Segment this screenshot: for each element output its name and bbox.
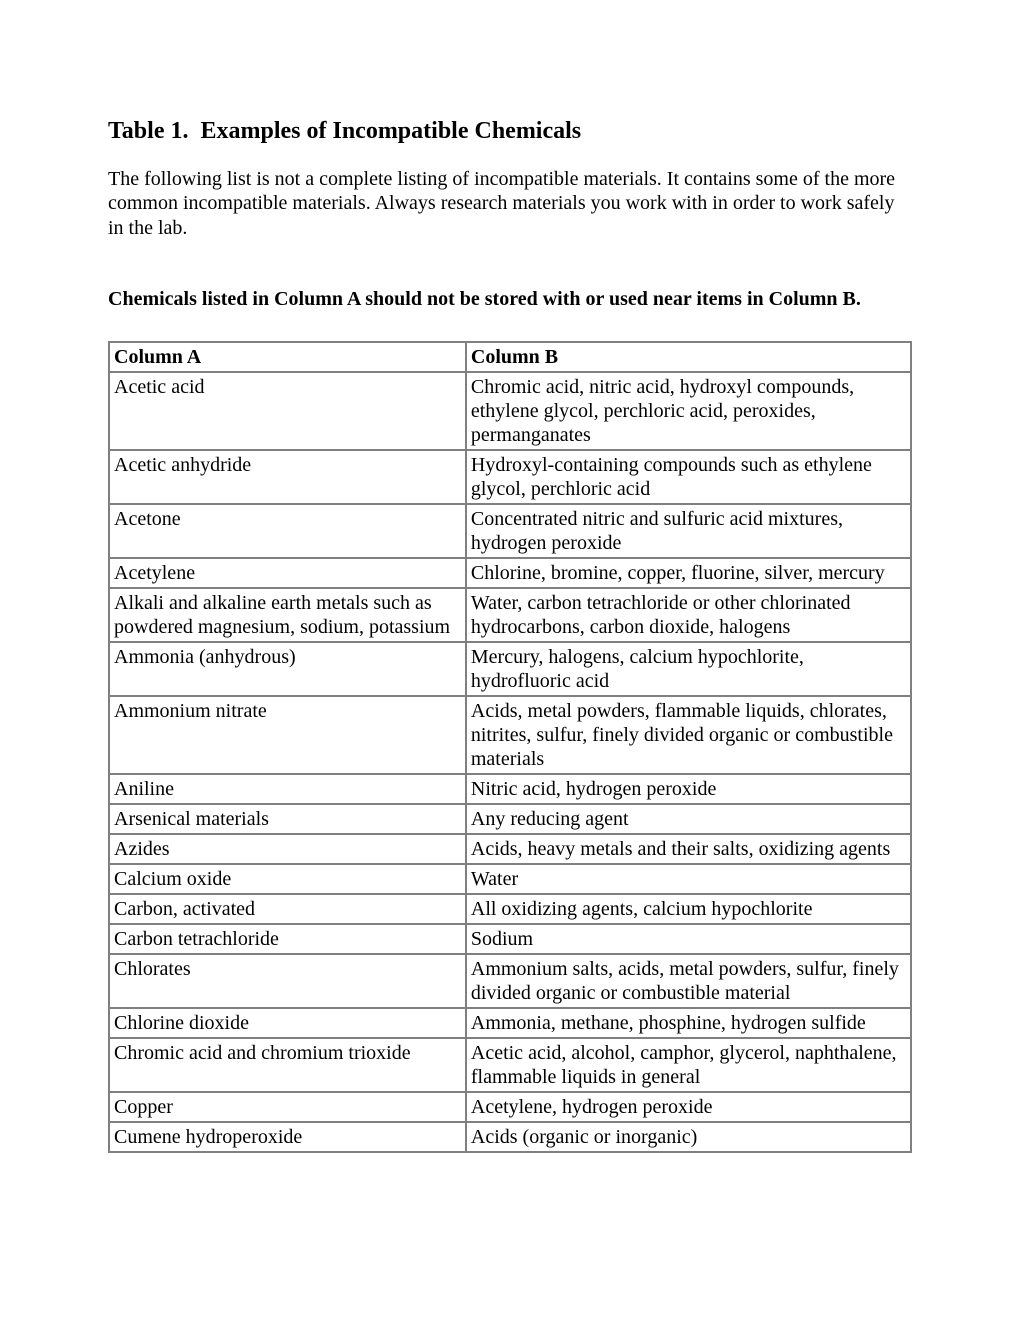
column-b-cell: Water, carbon tetrachloride or other chl… (466, 588, 911, 642)
column-b-cell: Any reducing agent (466, 804, 911, 834)
column-a-cell: Cumene hydroperoxide (109, 1122, 466, 1152)
table-row: Ammonia (anhydrous)Mercury, halogens, ca… (109, 642, 911, 696)
column-b-cell: Acids (organic or inorganic) (466, 1122, 911, 1152)
column-b-cell: Ammonia, methane, phosphine, hydrogen su… (466, 1008, 911, 1038)
table-row: AzidesAcids, heavy metals and their salt… (109, 834, 911, 864)
column-a-cell: Acetic anhydride (109, 450, 466, 504)
column-b-cell: Nitric acid, hydrogen peroxide (466, 774, 911, 804)
column-a-cell: Chlorine dioxide (109, 1008, 466, 1038)
column-b-cell: Water (466, 864, 911, 894)
table-row: Arsenical materialsAny reducing agent (109, 804, 911, 834)
column-b-cell: Chlorine, bromine, copper, fluorine, sil… (466, 558, 911, 588)
table-row: Chromic acid and chromium trioxideAcetic… (109, 1038, 911, 1092)
column-b-cell: Acetylene, hydrogen peroxide (466, 1092, 911, 1122)
table-row: Carbon, activatedAll oxidizing agents, c… (109, 894, 911, 924)
column-a-cell: Carbon tetrachloride (109, 924, 466, 954)
column-b-header: Column B (466, 342, 911, 372)
column-b-cell: All oxidizing agents, calcium hypochlori… (466, 894, 911, 924)
column-b-cell: Hydroxyl-containing compounds such as et… (466, 450, 911, 504)
table-row: Calcium oxideWater (109, 864, 911, 894)
table-header-row: Column A Column B (109, 342, 911, 372)
column-a-cell: Chromic acid and chromium trioxide (109, 1038, 466, 1092)
table-row: Carbon tetrachlorideSodium (109, 924, 911, 954)
column-a-cell: Azides (109, 834, 466, 864)
table-row: Cumene hydroperoxideAcids (organic or in… (109, 1122, 911, 1152)
table-row: AcetoneConcentrated nitric and sulfuric … (109, 504, 911, 558)
column-a-cell: Calcium oxide (109, 864, 466, 894)
storage-note: Chemicals listed in Column A should not … (108, 288, 912, 311)
column-a-cell: Arsenical materials (109, 804, 466, 834)
table-row: Alkali and alkaline earth metals such as… (109, 588, 911, 642)
column-b-cell: Acids, heavy metals and their salts, oxi… (466, 834, 911, 864)
column-a-header: Column A (109, 342, 466, 372)
column-a-cell: Acetic acid (109, 372, 466, 450)
table-row: Acetic anhydrideHydroxyl-containing comp… (109, 450, 911, 504)
intro-paragraph: The following list is not a complete lis… (108, 167, 912, 240)
column-a-cell: Ammonium nitrate (109, 696, 466, 774)
column-a-cell: Chlorates (109, 954, 466, 1008)
column-b-cell: Ammonium salts, acids, metal powders, su… (466, 954, 911, 1008)
table-row: ChloratesAmmonium salts, acids, metal po… (109, 954, 911, 1008)
table-row: AcetyleneChlorine, bromine, copper, fluo… (109, 558, 911, 588)
column-a-cell: Acetylene (109, 558, 466, 588)
document-page: Table 1. Examples of Incompatible Chemic… (0, 0, 1020, 1320)
table-row: CopperAcetylene, hydrogen peroxide (109, 1092, 911, 1122)
column-a-cell: Aniline (109, 774, 466, 804)
table-row: Acetic acidChromic acid, nitric acid, hy… (109, 372, 911, 450)
column-b-cell: Mercury, halogens, calcium hypochlorite,… (466, 642, 911, 696)
page-title: Table 1. Examples of Incompatible Chemic… (108, 118, 912, 145)
table-row: Ammonium nitrateAcids, metal powders, fl… (109, 696, 911, 774)
column-b-cell: Chromic acid, nitric acid, hydroxyl comp… (466, 372, 911, 450)
column-b-cell: Acetic acid, alcohol, camphor, glycerol,… (466, 1038, 911, 1092)
column-a-cell: Ammonia (anhydrous) (109, 642, 466, 696)
incompatible-chemicals-table: Column A Column B Acetic acidChromic aci… (108, 341, 912, 1153)
table-row: AnilineNitric acid, hydrogen peroxide (109, 774, 911, 804)
column-a-cell: Carbon, activated (109, 894, 466, 924)
column-a-cell: Alkali and alkaline earth metals such as… (109, 588, 466, 642)
column-a-cell: Acetone (109, 504, 466, 558)
column-a-cell: Copper (109, 1092, 466, 1122)
column-b-cell: Acids, metal powders, flammable liquids,… (466, 696, 911, 774)
column-b-cell: Sodium (466, 924, 911, 954)
table-row: Chlorine dioxideAmmonia, methane, phosph… (109, 1008, 911, 1038)
column-b-cell: Concentrated nitric and sulfuric acid mi… (466, 504, 911, 558)
